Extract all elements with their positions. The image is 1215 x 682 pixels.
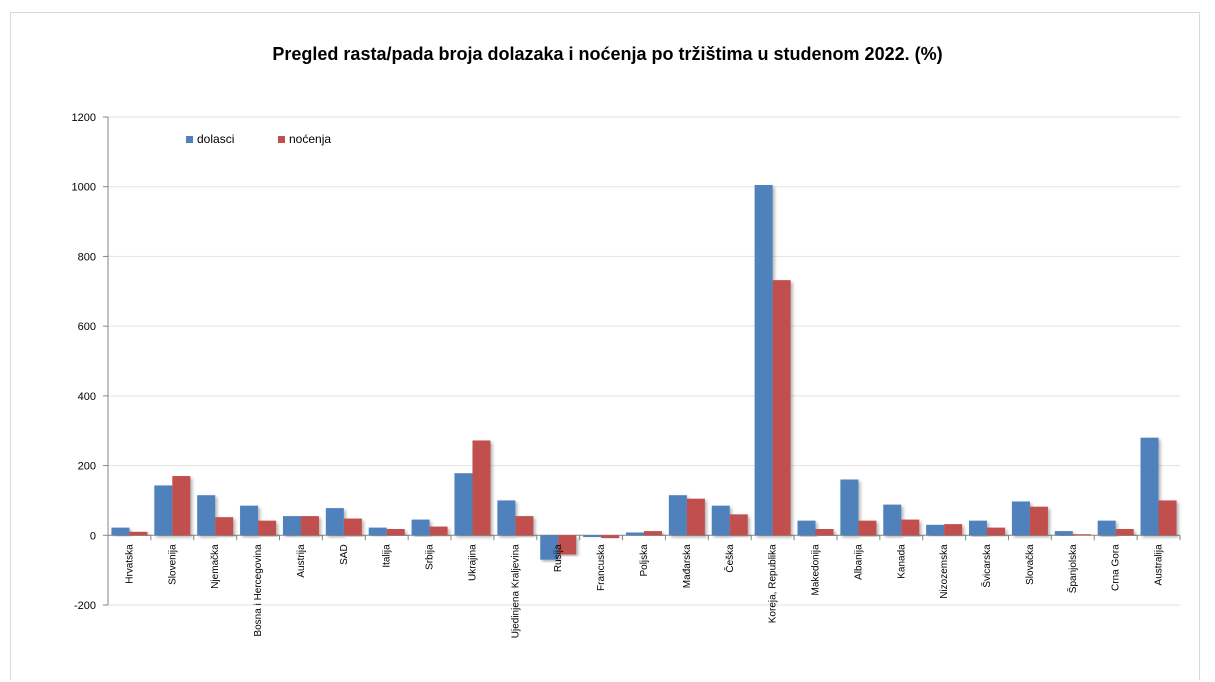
category-label: Ujedinjena Kraljevina xyxy=(510,544,521,638)
category-label: Italija xyxy=(382,544,393,568)
category-label: Kanada xyxy=(896,544,907,579)
bar-noćenja-1 xyxy=(172,476,191,536)
bar-dolasci-21 xyxy=(1011,501,1030,536)
bar-noćenja-6 xyxy=(386,529,405,536)
bar-dolasci-7 xyxy=(411,519,430,536)
y-tick-label: 400 xyxy=(78,391,96,403)
bar-noćenja-5 xyxy=(343,518,362,536)
bar-dolasci-24 xyxy=(1140,437,1159,536)
category-label: Rusija xyxy=(553,544,564,572)
y-tick-label: 200 xyxy=(78,461,96,473)
bar-noćenja-3 xyxy=(258,520,277,536)
bar-dolasci-18 xyxy=(883,504,902,536)
bar-noćenja-13 xyxy=(686,498,705,536)
category-label: Mađarska xyxy=(682,544,693,588)
bar-noćenja-7 xyxy=(429,526,448,536)
legend-swatch-dolasci xyxy=(186,136,193,143)
bar-dolasci-23 xyxy=(1097,520,1116,536)
category-label: Koreja, Republika xyxy=(768,544,779,623)
category-label: Australija xyxy=(1154,544,1165,586)
category-label: Španjolska xyxy=(1066,544,1079,593)
bar-noćenja-10 xyxy=(558,535,577,555)
bar-noćenja-16 xyxy=(815,529,834,536)
legend-label-noćenja: noćenja xyxy=(289,132,331,146)
bar-noćenja-15 xyxy=(772,280,791,536)
category-label: Srbija xyxy=(425,544,436,570)
legend-label-dolasci: dolasci xyxy=(197,132,234,146)
bar-noćenja-8 xyxy=(472,440,491,536)
chart-frame xyxy=(10,12,1200,680)
category-label: Crna Gora xyxy=(1111,544,1122,591)
bar-dolasci-17 xyxy=(840,479,859,536)
bar-noćenja-19 xyxy=(944,524,963,536)
bar-dolasci-0 xyxy=(111,527,130,536)
labels: -200 0 200 400 600 800 1000 1200 Hrvatska Sloveni… xyxy=(72,112,1165,638)
category-label: Francuska xyxy=(596,544,607,591)
bar-dolasci-1 xyxy=(154,485,173,536)
bar-noćenja-24 xyxy=(1158,500,1177,536)
legend-swatch-noćenja xyxy=(278,136,285,143)
category-label: Hrvatska xyxy=(124,544,135,584)
bar-noćenja-0 xyxy=(129,531,148,536)
category-label: Nizozemska xyxy=(939,544,950,599)
category-label: Slovenija xyxy=(167,544,178,585)
bar-noćenja-17 xyxy=(858,520,877,536)
bar-noćenja-4 xyxy=(300,516,319,536)
category-label: Bosna i Hercegovina xyxy=(253,544,264,637)
bar-noćenja-21 xyxy=(1029,506,1048,536)
bar-dolasci-11 xyxy=(583,535,602,538)
bar-dolasci-19 xyxy=(926,524,945,536)
bar-dolasci-12 xyxy=(625,532,644,536)
bar-dolasci-8 xyxy=(454,473,473,536)
y-tick-label: 800 xyxy=(78,251,96,263)
category-label: Poljska xyxy=(639,544,650,577)
y-tick-label: -200 xyxy=(74,600,96,612)
bar-dolasci-22 xyxy=(1054,531,1073,536)
bar-noćenja-11 xyxy=(601,535,620,539)
bar-noćenja-12 xyxy=(644,531,663,536)
bar-dolasci-4 xyxy=(282,516,301,536)
bar-noćenja-2 xyxy=(215,517,234,536)
legend: dolasci noćenja xyxy=(186,132,331,146)
bar-noćenja-18 xyxy=(901,519,920,536)
category-label: Češka xyxy=(723,544,736,573)
chart-title: Pregled rasta/pada broja dolazaka i noće… xyxy=(272,44,943,64)
bar-dolasci-2 xyxy=(197,495,216,536)
gridlines xyxy=(108,116,1180,606)
bar-noćenja-9 xyxy=(515,516,534,536)
category-label: Švicarska xyxy=(980,544,993,588)
bar-dolasci-16 xyxy=(797,520,816,536)
bar-dolasci-20 xyxy=(969,520,988,536)
bar-dolasci-13 xyxy=(668,495,687,536)
bar-dolasci-10 xyxy=(540,535,559,560)
bar-dolasci-14 xyxy=(711,505,730,536)
category-label: Austrija xyxy=(296,544,307,578)
bars xyxy=(111,184,1177,560)
bar-noćenja-23 xyxy=(1115,529,1134,536)
y-tick-label: 0 xyxy=(90,530,96,542)
bar-dolasci-3 xyxy=(240,505,259,536)
bar-dolasci-5 xyxy=(325,508,344,536)
bar-noćenja-20 xyxy=(987,527,1006,536)
category-label: Njemačka xyxy=(210,544,221,589)
bar-dolasci-15 xyxy=(754,184,773,536)
category-label: Ukrajina xyxy=(467,544,478,581)
y-tick-label: 1200 xyxy=(72,112,96,124)
bar-noćenja-14 xyxy=(729,514,748,536)
bar-dolasci-9 xyxy=(497,500,516,536)
category-label: Makedonija xyxy=(811,544,822,596)
category-label: Albanija xyxy=(853,544,864,580)
y-tick-label: 1000 xyxy=(72,182,96,194)
category-label: Slovačka xyxy=(1025,544,1036,585)
category-label: SAD xyxy=(339,544,350,565)
y-tick-label: 600 xyxy=(78,321,96,333)
bar-dolasci-6 xyxy=(368,527,387,536)
bar-noćenja-22 xyxy=(1072,534,1091,536)
